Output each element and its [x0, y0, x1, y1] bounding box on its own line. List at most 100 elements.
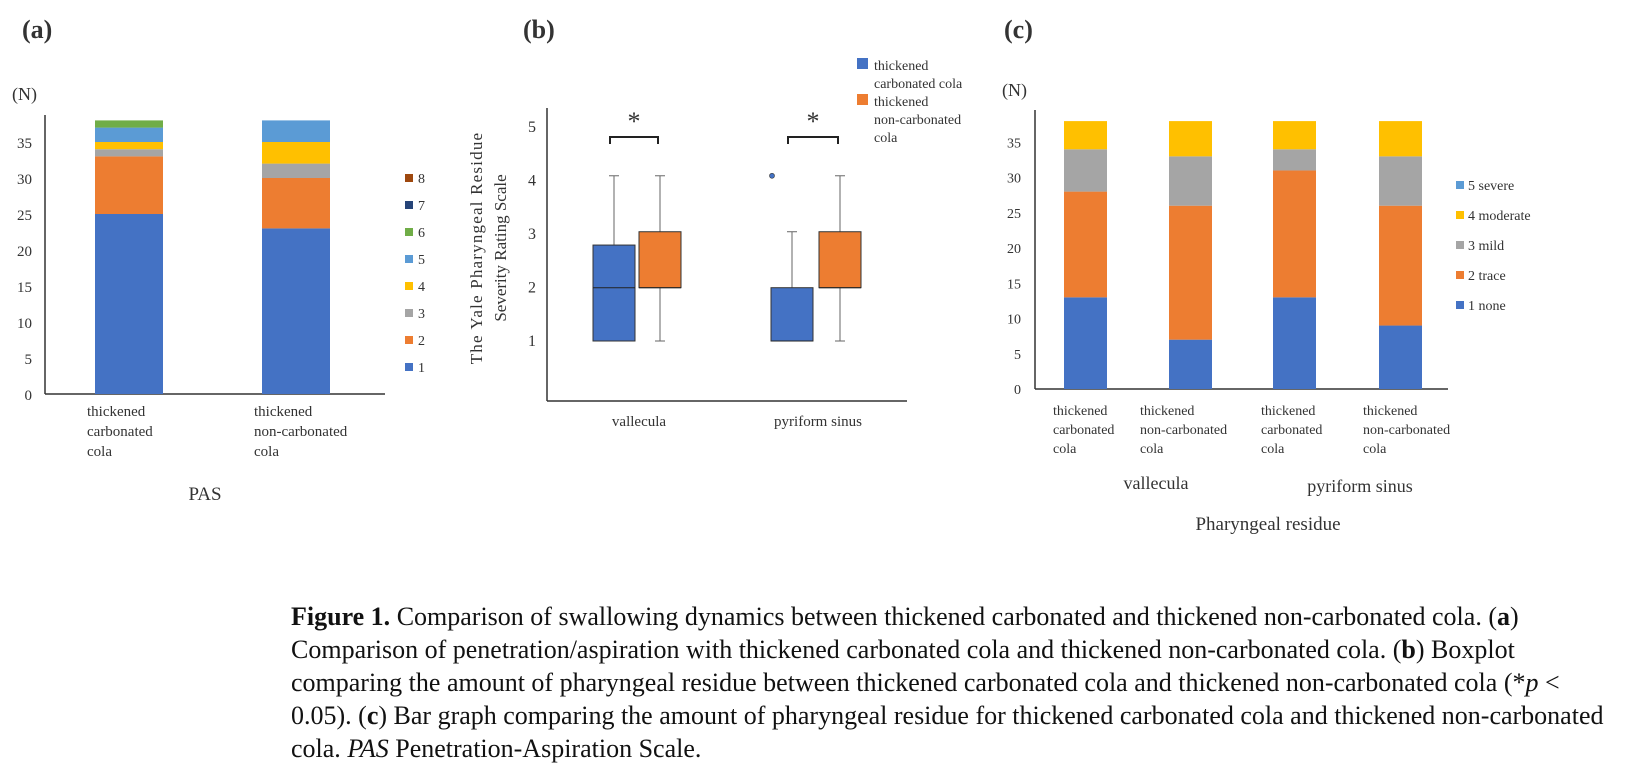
- panel-c-legend-label: 3 mild: [1468, 239, 1504, 254]
- panel-a-legend-label-8: 8: [418, 172, 425, 187]
- panel-a-category-label: thickened non-carbonated cola: [254, 404, 348, 460]
- caption-p: p: [1525, 668, 1539, 697]
- panel-b-y-tick-label: 5: [528, 119, 536, 136]
- panel-b-y-tick-label: 3: [528, 226, 536, 243]
- panel-c-legend-swatch: [1456, 241, 1464, 249]
- panel-b-legend-label: thickened non-carbonated cola: [874, 95, 961, 146]
- panel-a-legend-swatch-7: [405, 201, 413, 209]
- panel-b-y-axis-title: The Yale Pharyngeal Residue Severity Rati…: [467, 132, 510, 365]
- panel-c-bar-segment-2-trace: [1273, 170, 1316, 298]
- panel-c-legend-swatch: [1456, 181, 1464, 189]
- panel-c-y-tick-label: 35: [1007, 136, 1021, 151]
- panel-c-bar-segment-3-mild: [1273, 149, 1316, 171]
- panel-a-y-tick-label: 15: [17, 280, 32, 296]
- panel-a-legend-label-4: 4: [418, 280, 425, 295]
- panel-a-legend-label-2: 2: [418, 334, 425, 349]
- panel-b-box: [770, 287, 814, 342]
- panel-a-legend-swatch-8: [405, 174, 413, 182]
- panel-b-outlier-point: [769, 172, 775, 179]
- panel-c-legend-label: 2 trace: [1468, 269, 1506, 284]
- panel-c-group-label: vallecula: [1124, 473, 1189, 493]
- panel-b-legend-label: thickened carbonated cola: [874, 59, 963, 92]
- panel-a-legend-label-3: 3: [418, 307, 425, 322]
- panel-c-bar-segment-1-none: [1273, 297, 1316, 389]
- panel-c-bar-segment-3-mild: [1169, 156, 1212, 206]
- panel-c-category-label: thickened carbonated cola: [1261, 404, 1322, 457]
- panel-a-y-tick-label: 5: [25, 352, 33, 368]
- panel-c-bar-segment-3-mild: [1379, 156, 1422, 206]
- panel-c-y-tick-label: 15: [1007, 277, 1021, 292]
- panel-b-category-label: vallecula: [612, 414, 666, 430]
- panel-b-significance-bracket: [787, 136, 839, 144]
- panel-a-y-tick-label: 25: [17, 208, 32, 224]
- panel-a-bar-segment-3: [95, 149, 163, 157]
- panel-c-y-tick-label: 30: [1007, 172, 1021, 187]
- panel-a-bar-segment-2: [262, 178, 330, 229]
- panel-a-y-tick-label: 35: [17, 136, 32, 152]
- panel-c-bar-segment-4-moderate: [1169, 121, 1212, 157]
- panel-c-category-label: thickened non-carbonated cola: [1140, 404, 1227, 457]
- panel-c-unit-label: (N): [1002, 80, 1027, 101]
- panel-a-legend-label-1: 1: [418, 361, 425, 376]
- panel-c-bar-segment-2-trace: [1064, 191, 1107, 298]
- panel-c-legend-label: 4 moderate: [1468, 209, 1531, 224]
- panel-a-legend-swatch-1: [405, 363, 413, 371]
- caption-ref-b: b: [1401, 635, 1416, 664]
- panel-a-legend-label-7: 7: [418, 199, 425, 214]
- panel-c-legend-label: 5 severe: [1468, 179, 1514, 194]
- panel-c-y-tick-label: 0: [1014, 383, 1021, 398]
- panel-c-y-tick-label: 25: [1007, 207, 1021, 222]
- figure-caption: Figure 1. Comparison of swallowing dynam…: [291, 600, 1611, 765]
- panel-a-bar-segment-4: [95, 142, 163, 150]
- panel-c-bar-segment-4-moderate: [1273, 121, 1316, 150]
- panel-a-legend-label-6: 6: [418, 226, 425, 241]
- panel-a-unit-label: (N): [12, 84, 37, 105]
- panel-c-bar-segment-1-none: [1064, 297, 1107, 389]
- panel-b-box: [818, 231, 862, 289]
- panel-c-residue-stacked-bar: (c) (N) 0 5 10 15 20 25 30 35 thickened carbonated c…: [1002, 15, 1531, 535]
- panel-c-bar-segment-1-none: [1169, 339, 1212, 389]
- panel-a-y-tick-label: 20: [17, 244, 32, 260]
- panel-c-label: (c): [1004, 15, 1033, 44]
- panel-a-y-tick-label: 30: [17, 172, 32, 188]
- panel-c-legend-swatch: [1456, 301, 1464, 309]
- caption-text-6: Penetration-Aspiration Scale.: [388, 734, 702, 763]
- panel-a-bar-segment-1: [262, 228, 330, 394]
- panel-a-bar-segment-2: [95, 156, 163, 214]
- panel-a-category-label: thickened carbonated cola: [87, 404, 153, 460]
- panel-c-legend-swatch: [1456, 211, 1464, 219]
- panel-b-significance-star: *: [628, 107, 641, 136]
- panel-c-y-tick-label: 5: [1014, 348, 1021, 363]
- caption-text-5: ) Bar graph comparing the amount of phar…: [291, 701, 1604, 763]
- panel-a-legend-label-5: 5: [418, 253, 425, 268]
- panel-c-category-label: thickened carbonated cola: [1053, 404, 1114, 457]
- panel-a-y-tick-label: 0: [25, 388, 33, 404]
- caption-text-4: < 0.05). (: [291, 668, 1560, 730]
- panel-c-bar-segment-2-trace: [1169, 205, 1212, 340]
- panel-b-significance-bracket: [609, 136, 659, 144]
- panel-c-bar-segment-4-moderate: [1064, 121, 1107, 150]
- caption-pas: PAS: [347, 734, 389, 763]
- panel-a-legend-swatch-2: [405, 336, 413, 344]
- panel-b-category-label: pyriform sinus: [774, 414, 862, 430]
- panel-b-legend-swatch: [857, 94, 868, 105]
- panel-b-box: [592, 244, 636, 342]
- panel-b-label: (b): [523, 15, 555, 44]
- panel-c-x-axis-title: Pharyngeal residue: [1195, 514, 1340, 535]
- panel-b-y-tick-label: 2: [528, 280, 536, 297]
- panel-b-y-tick-label: 4: [528, 173, 536, 190]
- panel-c-category-label: thickened non-carbonated cola: [1363, 404, 1450, 457]
- panel-c-y-tick-label: 20: [1007, 242, 1021, 257]
- panel-a-bar-segment-4: [262, 142, 330, 164]
- panel-b-box: [638, 231, 682, 289]
- panel-a-legend-swatch-6: [405, 228, 413, 236]
- panel-a-label: (a): [22, 15, 52, 44]
- panel-c-legend-label: 1 none: [1468, 299, 1506, 314]
- panel-b-legend-swatch: [857, 58, 868, 69]
- panel-c-bar-segment-3-mild: [1064, 149, 1107, 192]
- panel-a-legend-swatch-4: [405, 282, 413, 290]
- panel-a-y-tick-label: 10: [17, 316, 32, 332]
- panel-c-bar-segment-1-none: [1379, 325, 1422, 389]
- panel-c-group-label: pyriform sinus: [1307, 476, 1413, 496]
